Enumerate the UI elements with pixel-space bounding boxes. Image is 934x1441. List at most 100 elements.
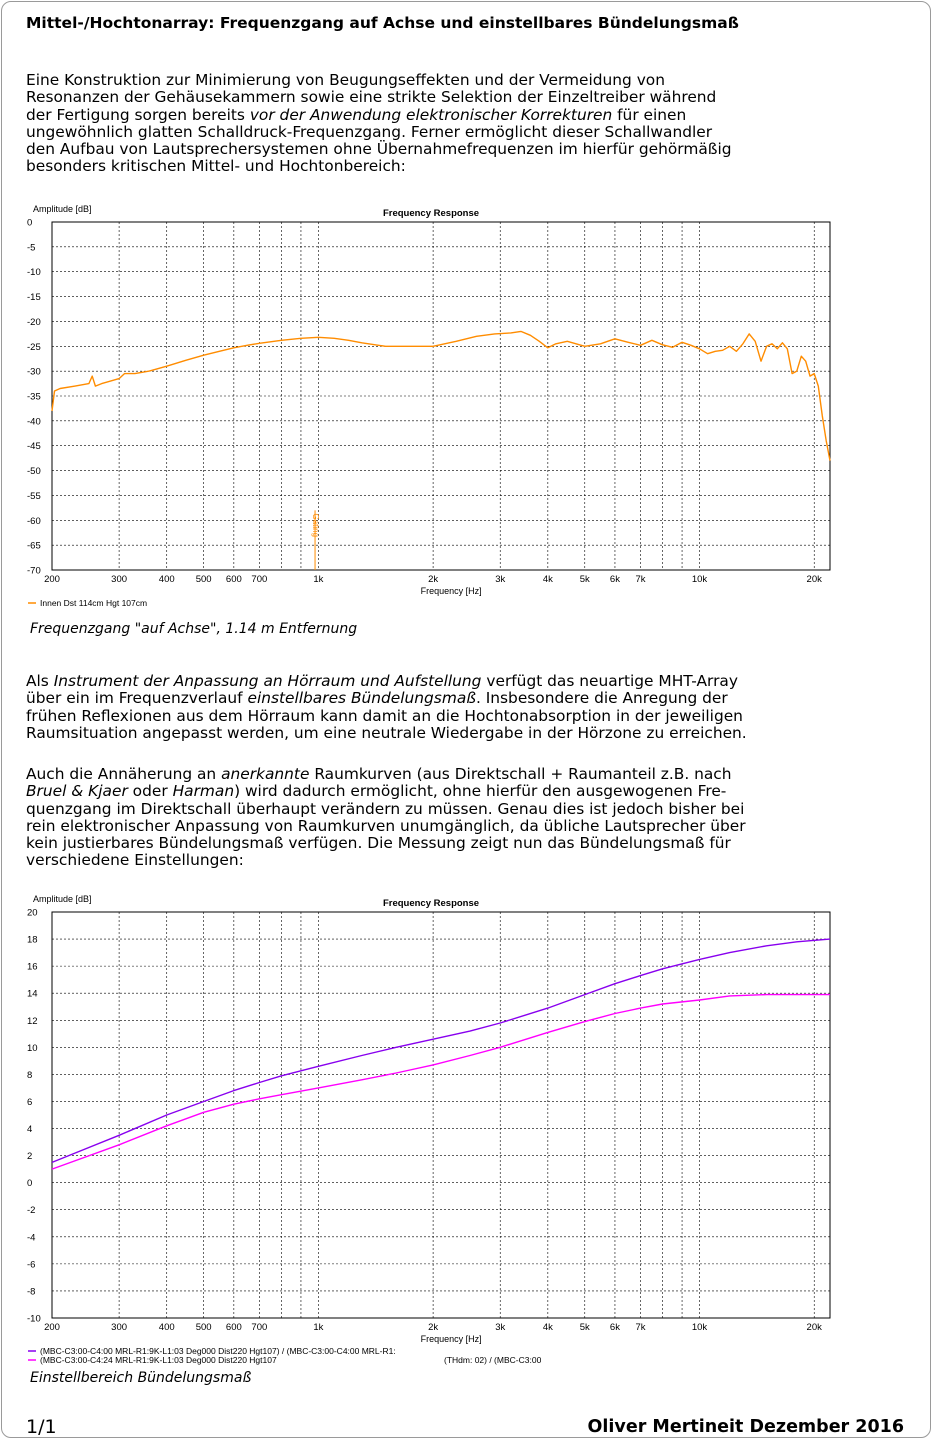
footer-author-date: Oliver Mertineit Dezember 2016 (587, 1417, 904, 1437)
x-axis-label: Frequency [Hz] (421, 586, 482, 596)
y-tick-label: -2 (27, 1205, 35, 1216)
y-tick-label: -8 (27, 1286, 35, 1297)
chart-title: Frequency Response (383, 208, 479, 219)
y-tick-label: -50 (27, 466, 41, 477)
legend-label-extra: (THdm: 02) / (MBC-C3:00 (444, 1355, 542, 1365)
text-run: . Insbesondere die Anregung der (475, 689, 728, 708)
y-tick-label: 20 (27, 908, 38, 919)
y-tick-label: -5 (27, 242, 35, 253)
x-tick-label: 1k (313, 1322, 323, 1333)
x-tick-label: 5k (580, 1322, 590, 1333)
x-tick-label: 200 (44, 1322, 60, 1333)
italic-text-run: Instrument der Anpassung an Hörraum und … (53, 672, 482, 690)
x-tick-label: 7k (635, 574, 645, 585)
horizontal-grid (52, 938, 830, 1292)
text-run: über ein im Frequenzverlauf (26, 689, 248, 708)
text-line: rein elektronischer Anpassung von Raumku… (26, 816, 911, 835)
y-tick-label: -15 (27, 292, 41, 303)
y-tick-label: 16 (27, 962, 38, 973)
caption-directivity-range: Einstellbereich Bündelungsmaß (30, 1370, 252, 1386)
x-tick-label: 4k (543, 1322, 553, 1333)
gating-marker-label: Gating (311, 513, 320, 537)
x-tick-label: 3k (495, 1322, 505, 1333)
y-tick-label: 0 (27, 1178, 32, 1189)
y-tick-label: -10 (27, 1314, 41, 1325)
chart-directivity-range: 20 18 16 14 12 10 8 6 4 2 0 -2 -4 -6 -8 -10 200 300 400 500… (22, 888, 834, 1374)
y-tick-label: 10 (27, 1043, 38, 1054)
text-run: Raumsituation angepasst werden, um eine … (26, 723, 747, 742)
y-tick-label: -60 (27, 516, 41, 527)
x-tick-label: 400 (159, 1322, 175, 1333)
y-tick-label: 4 (27, 1124, 32, 1135)
horizontal-grid (52, 246, 830, 546)
x-tick-label: 1k (313, 574, 323, 585)
chart-frequency-response-on-axis: 0 -5 -10 -15 -20 -25 -30 -35 -40 -45 -50 -55 -60 -65 -… (22, 198, 834, 622)
x-tick-label: 700 (251, 1322, 267, 1333)
text-run: Raumkurven (aus Direktschall + Raumantei… (309, 765, 732, 783)
text-line: kein justierbares Bündelungsmaß verfügen… (26, 835, 911, 852)
x-tick-label: 500 (196, 1322, 212, 1333)
plot-area (51, 911, 831, 1319)
italic-text-run: anerkannte (221, 765, 310, 783)
x-tick-label: 4k (543, 574, 553, 585)
text-line: ungewöhnlich glatten Schalldruck-Frequen… (26, 123, 911, 141)
x-tick-label: 600 (226, 574, 242, 585)
y-tick-label: -40 (27, 416, 41, 427)
y-tick-label: 18 (27, 935, 38, 946)
y-tick-label: -20 (27, 317, 41, 328)
text-line: Auch die Annäherung an anerkannte Raumku… (26, 765, 911, 783)
legend-label: (MBC-C3:00-C4:24 MRL-R1:9K-L1:03 Deg000 … (40, 1355, 277, 1365)
x-tick-label: 300 (111, 574, 127, 585)
x-tick-label: 20k (807, 574, 823, 585)
y-tick-label: 8 (27, 1070, 32, 1081)
text-line: verschiedene Einstellungen: (26, 852, 911, 869)
y-axis-label: Amplitude [dB] (33, 204, 92, 214)
text-run: frühen Reflexionen aus dem Hörraum kann … (26, 706, 743, 725)
text-run: ) wird dadurch ermöglicht, ohne hierfür … (234, 782, 727, 801)
y-tick-label: -65 (27, 541, 41, 552)
text-run: oder (127, 782, 173, 801)
y-tick-label: -4 (27, 1232, 35, 1243)
text-run: rein elektronischer Anpassung von Raumku… (26, 816, 746, 835)
x-tick-label: 500 (196, 574, 212, 585)
x-tick-label: 200 (44, 574, 60, 585)
x-tick-label: 2k (428, 574, 438, 585)
y-tick-label: -30 (27, 367, 41, 378)
x-tick-label: 20k (807, 1322, 823, 1333)
chart-title: Frequency Response (383, 898, 479, 909)
x-tick-label: 300 (111, 1322, 127, 1333)
x-tick-label: 6k (610, 1322, 620, 1333)
y-tick-label: -35 (27, 392, 41, 403)
text-line: den Aufbau von Lautsprechersystemen ohne… (26, 141, 911, 158)
x-tick-label: 10k (692, 1322, 708, 1333)
series-line-2 (51, 993, 830, 1170)
paragraph-adjustable-directivity: Als Instrument der Anpassung an Hörraum … (26, 672, 911, 742)
x-tick-label: 400 (159, 574, 175, 585)
y-tick-label: 0 (27, 218, 32, 229)
italic-text-run: vor der Anwendung elektronischer Korrekt… (249, 105, 613, 124)
text-run: besonders kritischen Mittel- und Hochton… (26, 157, 406, 176)
chart-svg: 0 -5 -10 -15 -20 -25 -30 -35 -40 -45 -50 -55 -60 -65 -… (27, 204, 831, 608)
y-tick-label: 2 (27, 1151, 32, 1162)
legend-label: (MBC-C3:00-C4:00 MRL-R1:9K-L1:03 Deg000 … (40, 1346, 396, 1356)
text-line: Resonanzen der Gehäusekammern sowie eine… (26, 89, 911, 106)
text-line: über ein im Frequenzverlauf einstellbare… (26, 690, 911, 707)
x-tick-label: 5k (580, 574, 590, 585)
y-tick-label: -45 (27, 441, 41, 452)
y-tick-label: -6 (27, 1259, 35, 1270)
series-line-1 (51, 330, 831, 461)
legend-label: Innen Dst 114cm Hgt 107cm (40, 598, 147, 608)
y-tick-label: -25 (27, 342, 41, 353)
text-line: quenzgang im Direktschall überhaupt verä… (26, 800, 911, 818)
text-run: verfügt das neuartige MHT-Array (481, 672, 738, 690)
caption-on-axis: Frequenzgang "auf Achse", 1.14 m Entfern… (30, 621, 358, 637)
text-line: Bruel & Kjaer oder Harman) wird dadurch … (26, 783, 911, 800)
intro-paragraph: Eine Konstruktion zur Minimierung von Be… (26, 71, 911, 176)
text-line: Als Instrument der Anpassung an Hörraum … (26, 672, 911, 690)
x-tick-label: 600 (226, 1322, 242, 1333)
italic-text-run: Harman (172, 782, 235, 801)
x-tick-label: 6k (610, 574, 620, 585)
y-tick-label: -55 (27, 491, 41, 502)
text-run: für einen (612, 105, 687, 124)
